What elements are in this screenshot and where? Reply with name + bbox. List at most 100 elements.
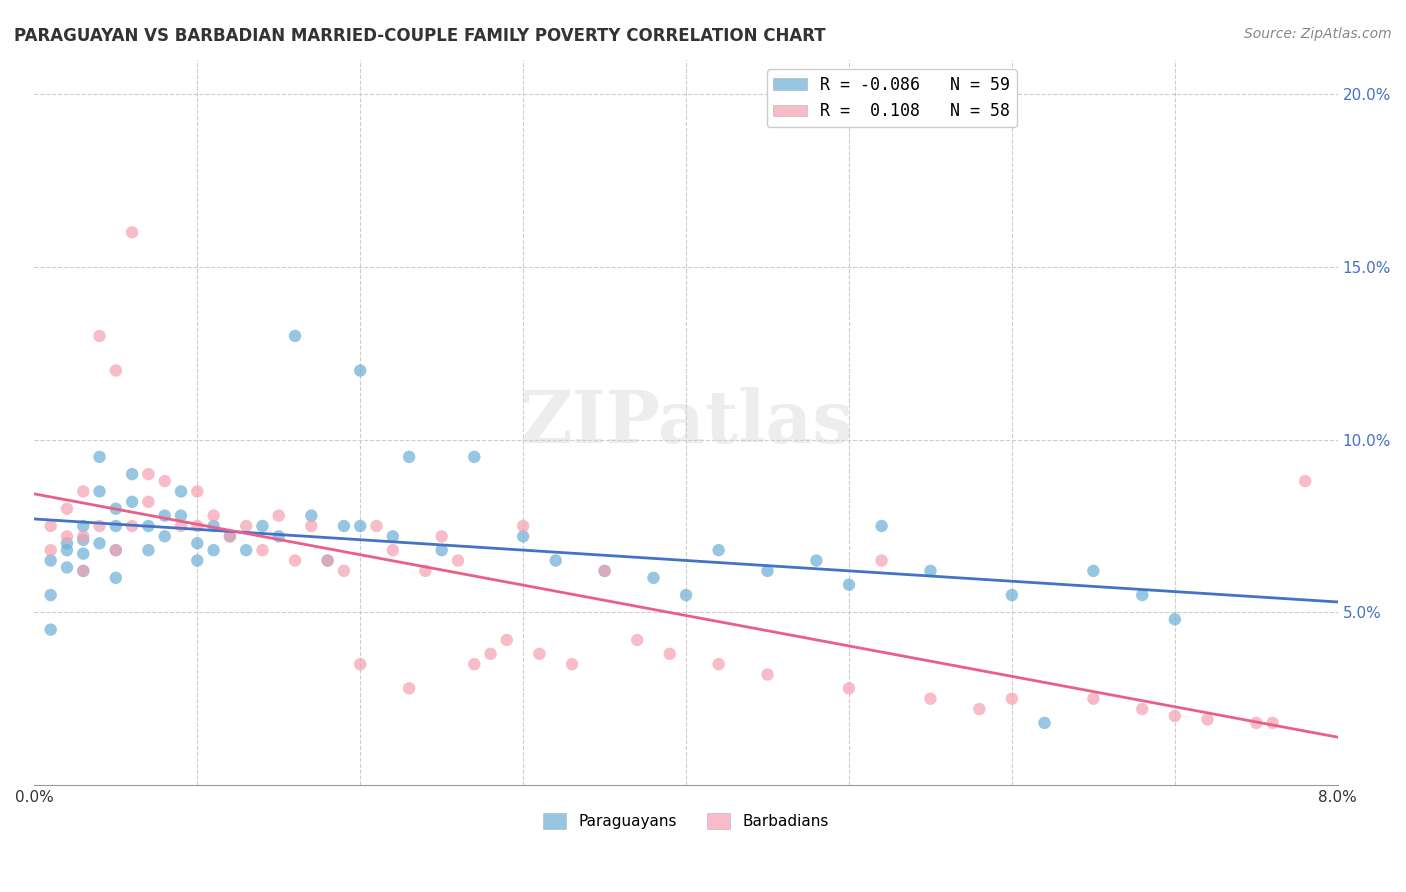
Point (72, 519, 94, 533)
Point (415, 564, 437, 578)
Point (284, 329, 307, 343)
Text: PARAGUAYAN VS BARBADIAN MARRIED-COUPLE FAMILY POVERTY CORRELATION CHART: PARAGUAYAN VS BARBADIAN MARRIED-COUPLE F… (14, 27, 825, 45)
Point (72, 564, 94, 578)
Point (219, 529, 242, 543)
Point (398, 450, 420, 464)
Point (56, 536, 79, 550)
Point (252, 519, 274, 533)
Text: ZIPatlas: ZIPatlas (519, 387, 853, 458)
Point (186, 519, 208, 533)
Point (626, 632, 648, 647)
Point (806, 553, 828, 567)
Point (56, 560, 79, 574)
Point (349, 519, 371, 533)
Point (39, 553, 62, 567)
Point (1197, 713, 1219, 727)
Point (381, 543, 404, 558)
Point (104, 571, 127, 585)
Point (235, 519, 257, 533)
Point (153, 529, 176, 543)
Point (104, 519, 127, 533)
Point (56, 529, 79, 543)
Point (235, 543, 257, 558)
Point (838, 681, 860, 696)
Point (89, 450, 111, 464)
Point (72, 529, 94, 543)
Point (349, 657, 371, 672)
Point (121, 467, 143, 482)
Point (202, 519, 225, 533)
Point (1294, 474, 1316, 488)
Point (72, 484, 94, 499)
Text: Source: ZipAtlas.com: Source: ZipAtlas.com (1244, 27, 1392, 41)
Point (333, 564, 356, 578)
Point (170, 508, 193, 523)
Point (838, 578, 860, 592)
Point (316, 553, 339, 567)
Point (593, 564, 616, 578)
Point (1130, 702, 1153, 716)
Point (333, 519, 356, 533)
Point (138, 495, 160, 509)
Point (89, 329, 111, 343)
Point (707, 543, 730, 558)
Point (316, 553, 339, 567)
Point (186, 536, 208, 550)
Point (561, 657, 583, 672)
Point (104, 363, 127, 377)
Point (1130, 588, 1153, 602)
Point (658, 647, 681, 661)
Point (1164, 612, 1187, 626)
Point (56, 501, 79, 516)
Point (920, 691, 942, 706)
Point (544, 553, 567, 567)
Point (39, 588, 62, 602)
Point (89, 536, 111, 550)
Point (89, 484, 111, 499)
Point (479, 647, 502, 661)
Point (870, 553, 893, 567)
Point (170, 484, 193, 499)
Point (1033, 715, 1056, 730)
Point (219, 529, 242, 543)
Point (72, 533, 94, 547)
Point (920, 564, 942, 578)
Point (1083, 691, 1105, 706)
Point (121, 225, 143, 239)
Point (138, 519, 160, 533)
Point (1261, 715, 1284, 730)
Point (153, 474, 176, 488)
Point (756, 564, 779, 578)
Point (56, 543, 79, 558)
Point (72, 547, 94, 561)
Point (104, 543, 127, 558)
Point (104, 543, 127, 558)
Point (138, 543, 160, 558)
Point (512, 519, 534, 533)
Point (186, 484, 208, 499)
Point (121, 519, 143, 533)
Point (202, 543, 225, 558)
Point (463, 657, 485, 672)
Point (512, 529, 534, 543)
Point (643, 571, 665, 585)
Point (202, 508, 225, 523)
Point (252, 543, 274, 558)
Point (675, 588, 697, 602)
Point (870, 519, 893, 533)
Point (495, 632, 517, 647)
Point (430, 543, 453, 558)
Point (153, 508, 176, 523)
Point (299, 519, 322, 533)
Point (430, 529, 453, 543)
Point (366, 519, 388, 533)
Point (39, 519, 62, 533)
Point (593, 564, 616, 578)
Point (756, 667, 779, 681)
Point (72, 564, 94, 578)
Legend: Paraguayans, Barbadians: Paraguayans, Barbadians (537, 807, 835, 836)
Point (284, 553, 307, 567)
Point (121, 495, 143, 509)
Point (349, 363, 371, 377)
Point (104, 501, 127, 516)
